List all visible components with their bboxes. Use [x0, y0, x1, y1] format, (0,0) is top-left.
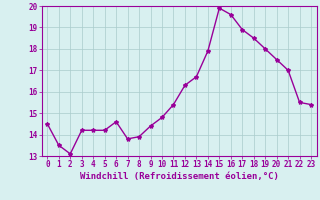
X-axis label: Windchill (Refroidissement éolien,°C): Windchill (Refroidissement éolien,°C): [80, 172, 279, 181]
